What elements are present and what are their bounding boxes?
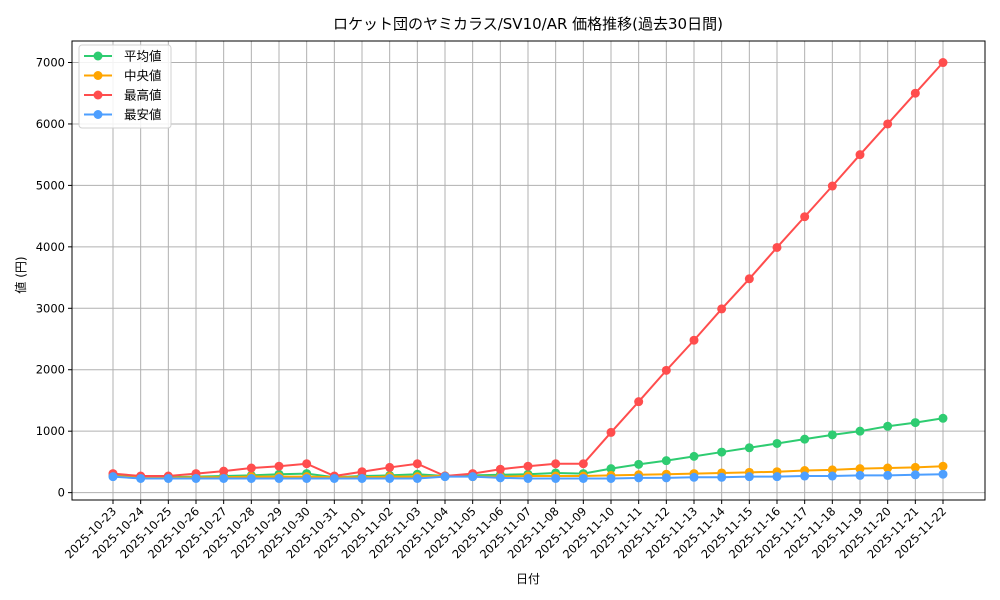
data-point [136,473,146,483]
data-point [274,461,284,471]
data-point [883,119,893,129]
legend-marker-icon [93,110,103,119]
data-point [578,459,588,469]
grid-lines [72,41,985,500]
data-point [108,472,118,482]
data-point [606,473,616,483]
data-point [302,473,312,483]
chart-title: ロケット団のヤミカラス/SV10/AR 価格推移(過去30日間) [333,15,723,33]
data-point [827,471,837,481]
data-point [246,463,256,473]
data-point [827,430,837,440]
data-point [385,473,395,483]
data-point [163,473,173,483]
legend-marker-icon [93,90,103,100]
data-point [855,426,865,436]
y-tick-label: 3000 [36,301,65,315]
data-point [717,447,727,457]
data-point [883,470,893,480]
legend-box [78,44,172,129]
legend-label: 最安値 [124,107,162,122]
data-point [855,470,865,480]
data-point [689,451,699,461]
y-tick-label: 1000 [36,424,65,438]
data-point [661,365,671,375]
data-point [274,473,284,483]
data-point [412,459,422,469]
data-point [883,463,893,473]
data-point [772,472,782,482]
legend-marker-icon [93,51,103,61]
legend-marker-icon [93,71,103,80]
data-point [938,58,948,68]
data-series [108,58,948,483]
data-point [661,456,671,466]
y-tick-label: 0 [58,486,65,500]
data-point [523,473,533,483]
data-point [772,438,782,448]
legend-label: 平均値 [124,49,162,64]
data-point [606,427,616,437]
data-point [938,413,948,423]
data-point [246,473,256,483]
data-point [717,472,727,482]
legend-label: 最高値 [124,88,162,103]
data-point [634,397,644,407]
data-point [495,464,505,474]
x-axis-label: 日付 [516,572,540,586]
data-point [800,212,810,222]
data-point [938,469,948,479]
data-point [302,459,312,469]
y-tick-label: 7000 [36,56,65,70]
y-axis-ticks: 0 1000 2000 3000 4000 5000 6000 7000 [36,56,72,500]
data-point [689,472,699,482]
data-point [495,473,505,483]
x-axis-ticks: 2025-10-232025-10-242025-10-252025-10-26… [62,500,949,561]
data-point [910,418,920,428]
data-point [883,421,893,431]
y-tick-label: 4000 [36,240,65,254]
data-point [551,473,561,483]
y-axis-label: 値 (円) [13,256,28,293]
data-point [468,472,478,482]
data-point [191,473,201,483]
data-point [800,471,810,481]
data-point [827,181,837,191]
data-point [744,274,754,284]
data-point [412,473,422,483]
data-point [219,473,229,483]
data-point [578,473,588,483]
series-最安値 [108,469,948,483]
y-tick-label: 6000 [36,117,65,131]
data-point [910,462,920,472]
data-point [357,473,367,483]
data-point [689,335,699,345]
data-point [855,150,865,160]
data-point [744,443,754,453]
data-point [385,462,395,472]
data-point [855,464,865,474]
y-tick-label: 5000 [36,178,65,192]
data-point [938,461,948,471]
data-point [440,472,450,482]
data-point [910,88,920,98]
data-point [551,459,561,469]
data-point [357,467,367,477]
data-point [634,473,644,483]
data-point [800,434,810,444]
data-point [744,472,754,482]
data-point [606,464,616,474]
data-point [329,473,339,483]
y-tick-label: 2000 [36,363,65,377]
data-point [219,466,229,476]
data-point [717,304,727,314]
data-point [772,242,782,252]
legend-label: 中央値 [124,68,162,83]
data-point [910,470,920,480]
data-point [661,473,671,483]
data-point [634,459,644,469]
data-point [523,461,533,471]
